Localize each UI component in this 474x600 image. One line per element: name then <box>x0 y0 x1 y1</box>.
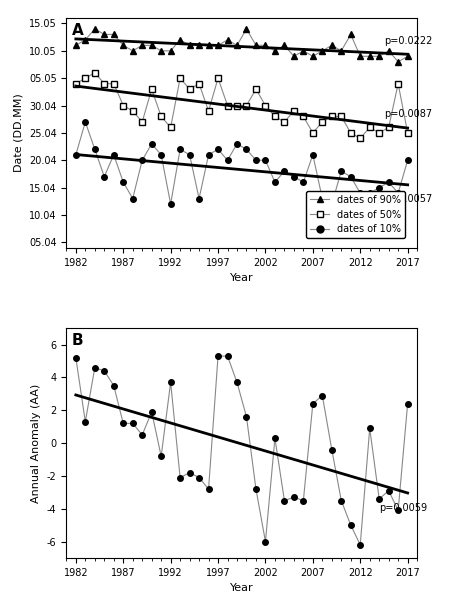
Legend: dates of 90%, dates of 50%, dates of 10%: dates of 90%, dates of 50%, dates of 10% <box>306 191 405 238</box>
X-axis label: Year: Year <box>230 273 254 283</box>
Text: p=0.0222: p=0.0222 <box>384 35 432 46</box>
Text: p=0.0057: p=0.0057 <box>384 194 432 203</box>
Y-axis label: Date (DD.MM): Date (DD.MM) <box>13 94 23 172</box>
Text: p=0.0059: p=0.0059 <box>379 503 428 514</box>
Y-axis label: Annual Anomaly (AA): Annual Anomaly (AA) <box>31 383 41 503</box>
Text: p=0.0087: p=0.0087 <box>384 109 432 119</box>
X-axis label: Year: Year <box>230 583 254 593</box>
Text: B: B <box>72 333 83 348</box>
Text: A: A <box>72 23 83 38</box>
